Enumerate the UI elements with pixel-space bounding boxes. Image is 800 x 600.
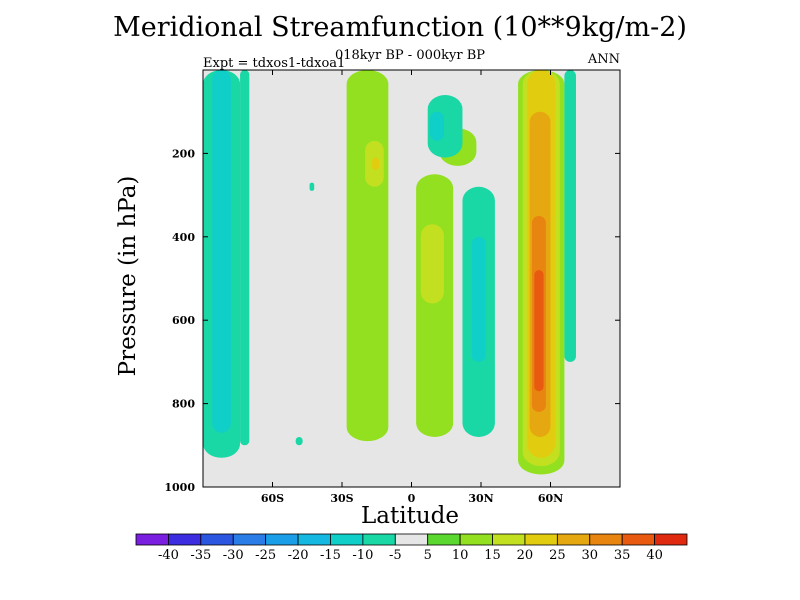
y-tick-label: 1000 xyxy=(164,481,195,494)
colorbar-label: -35 xyxy=(190,548,211,563)
colorbar-box xyxy=(394,533,429,546)
colorbar-box xyxy=(232,533,267,546)
x-tick-label: 60N xyxy=(538,492,563,505)
colorbar-box xyxy=(200,533,234,546)
colorbar-label: -25 xyxy=(255,548,276,563)
x-tick-label: 30N xyxy=(468,492,493,505)
contour-cell-15S-upper-max xyxy=(372,157,380,171)
colorbar-label: 35 xyxy=(614,548,631,563)
y-tick-label: 400 xyxy=(172,231,195,244)
colorbar-label: 30 xyxy=(581,548,598,563)
colorbar-label: -10 xyxy=(352,548,373,563)
colorbar-label: -5 xyxy=(389,548,402,563)
colorbar-label: 15 xyxy=(484,548,501,563)
colorbar-box xyxy=(459,533,493,546)
colorbar-box xyxy=(362,533,396,546)
colorbar-box xyxy=(168,533,202,546)
colorbar-label: -15 xyxy=(320,548,341,563)
colorbar-label: 10 xyxy=(452,548,469,563)
x-axis-label: Latitude xyxy=(361,503,459,529)
contour-neg-30N-core xyxy=(471,236,486,362)
x-tick-label: 0 xyxy=(408,492,416,505)
colorbar-box xyxy=(265,533,299,546)
x-tick-label: 60S xyxy=(261,492,284,505)
contour-neg-10N-core xyxy=(430,111,444,141)
contour-neg-70N xyxy=(564,70,576,362)
contour-cell-10N-core xyxy=(420,224,444,304)
x-tick-label: 30S xyxy=(330,492,353,505)
contour-jet-55N-35 xyxy=(534,270,544,392)
colorbar-label: 40 xyxy=(646,548,663,563)
colorbar-box xyxy=(330,533,364,546)
chart-subtitle-period: 018kyr BP - 000kyr BP xyxy=(334,48,486,63)
y-tick-label: 600 xyxy=(172,314,195,327)
contour-cell-10N xyxy=(416,174,454,437)
colorbar-box xyxy=(621,533,655,546)
y-tick-label: 200 xyxy=(172,147,195,160)
colorbar-box xyxy=(589,533,623,546)
colorbar-box xyxy=(135,533,169,546)
y-tick-label: 800 xyxy=(172,398,195,411)
chart-title: Meridional Streamfunction (10**9kg/m-2) xyxy=(113,12,687,43)
contour-band-60S xyxy=(240,70,250,446)
chart-subtitle-season: ANN xyxy=(587,52,620,67)
colorbar-label: -30 xyxy=(223,548,244,563)
colorbar-label: 25 xyxy=(549,548,566,563)
colorbar-label: -40 xyxy=(158,548,179,563)
chart-subtitle-experiment: Expt = tdxos1-tdxoa1 xyxy=(203,56,346,71)
colorbar-label: 5 xyxy=(424,548,432,563)
colorbar-box xyxy=(297,533,331,546)
contour-band-70S-core xyxy=(212,70,231,433)
colorbar-box xyxy=(556,533,591,546)
contour-neg-10N-upper xyxy=(427,95,463,158)
colorbar-box xyxy=(524,533,558,546)
colorbar-box xyxy=(427,533,461,546)
contour-spot-45S-lower xyxy=(295,436,303,446)
colorbar-box xyxy=(654,533,688,546)
contour-spot-40S-upper xyxy=(309,182,315,191)
colorbar-box xyxy=(492,533,526,546)
contour-cell-15S xyxy=(346,70,389,442)
colorbar-label: 20 xyxy=(517,548,534,563)
colorbar-label: -20 xyxy=(288,548,309,563)
